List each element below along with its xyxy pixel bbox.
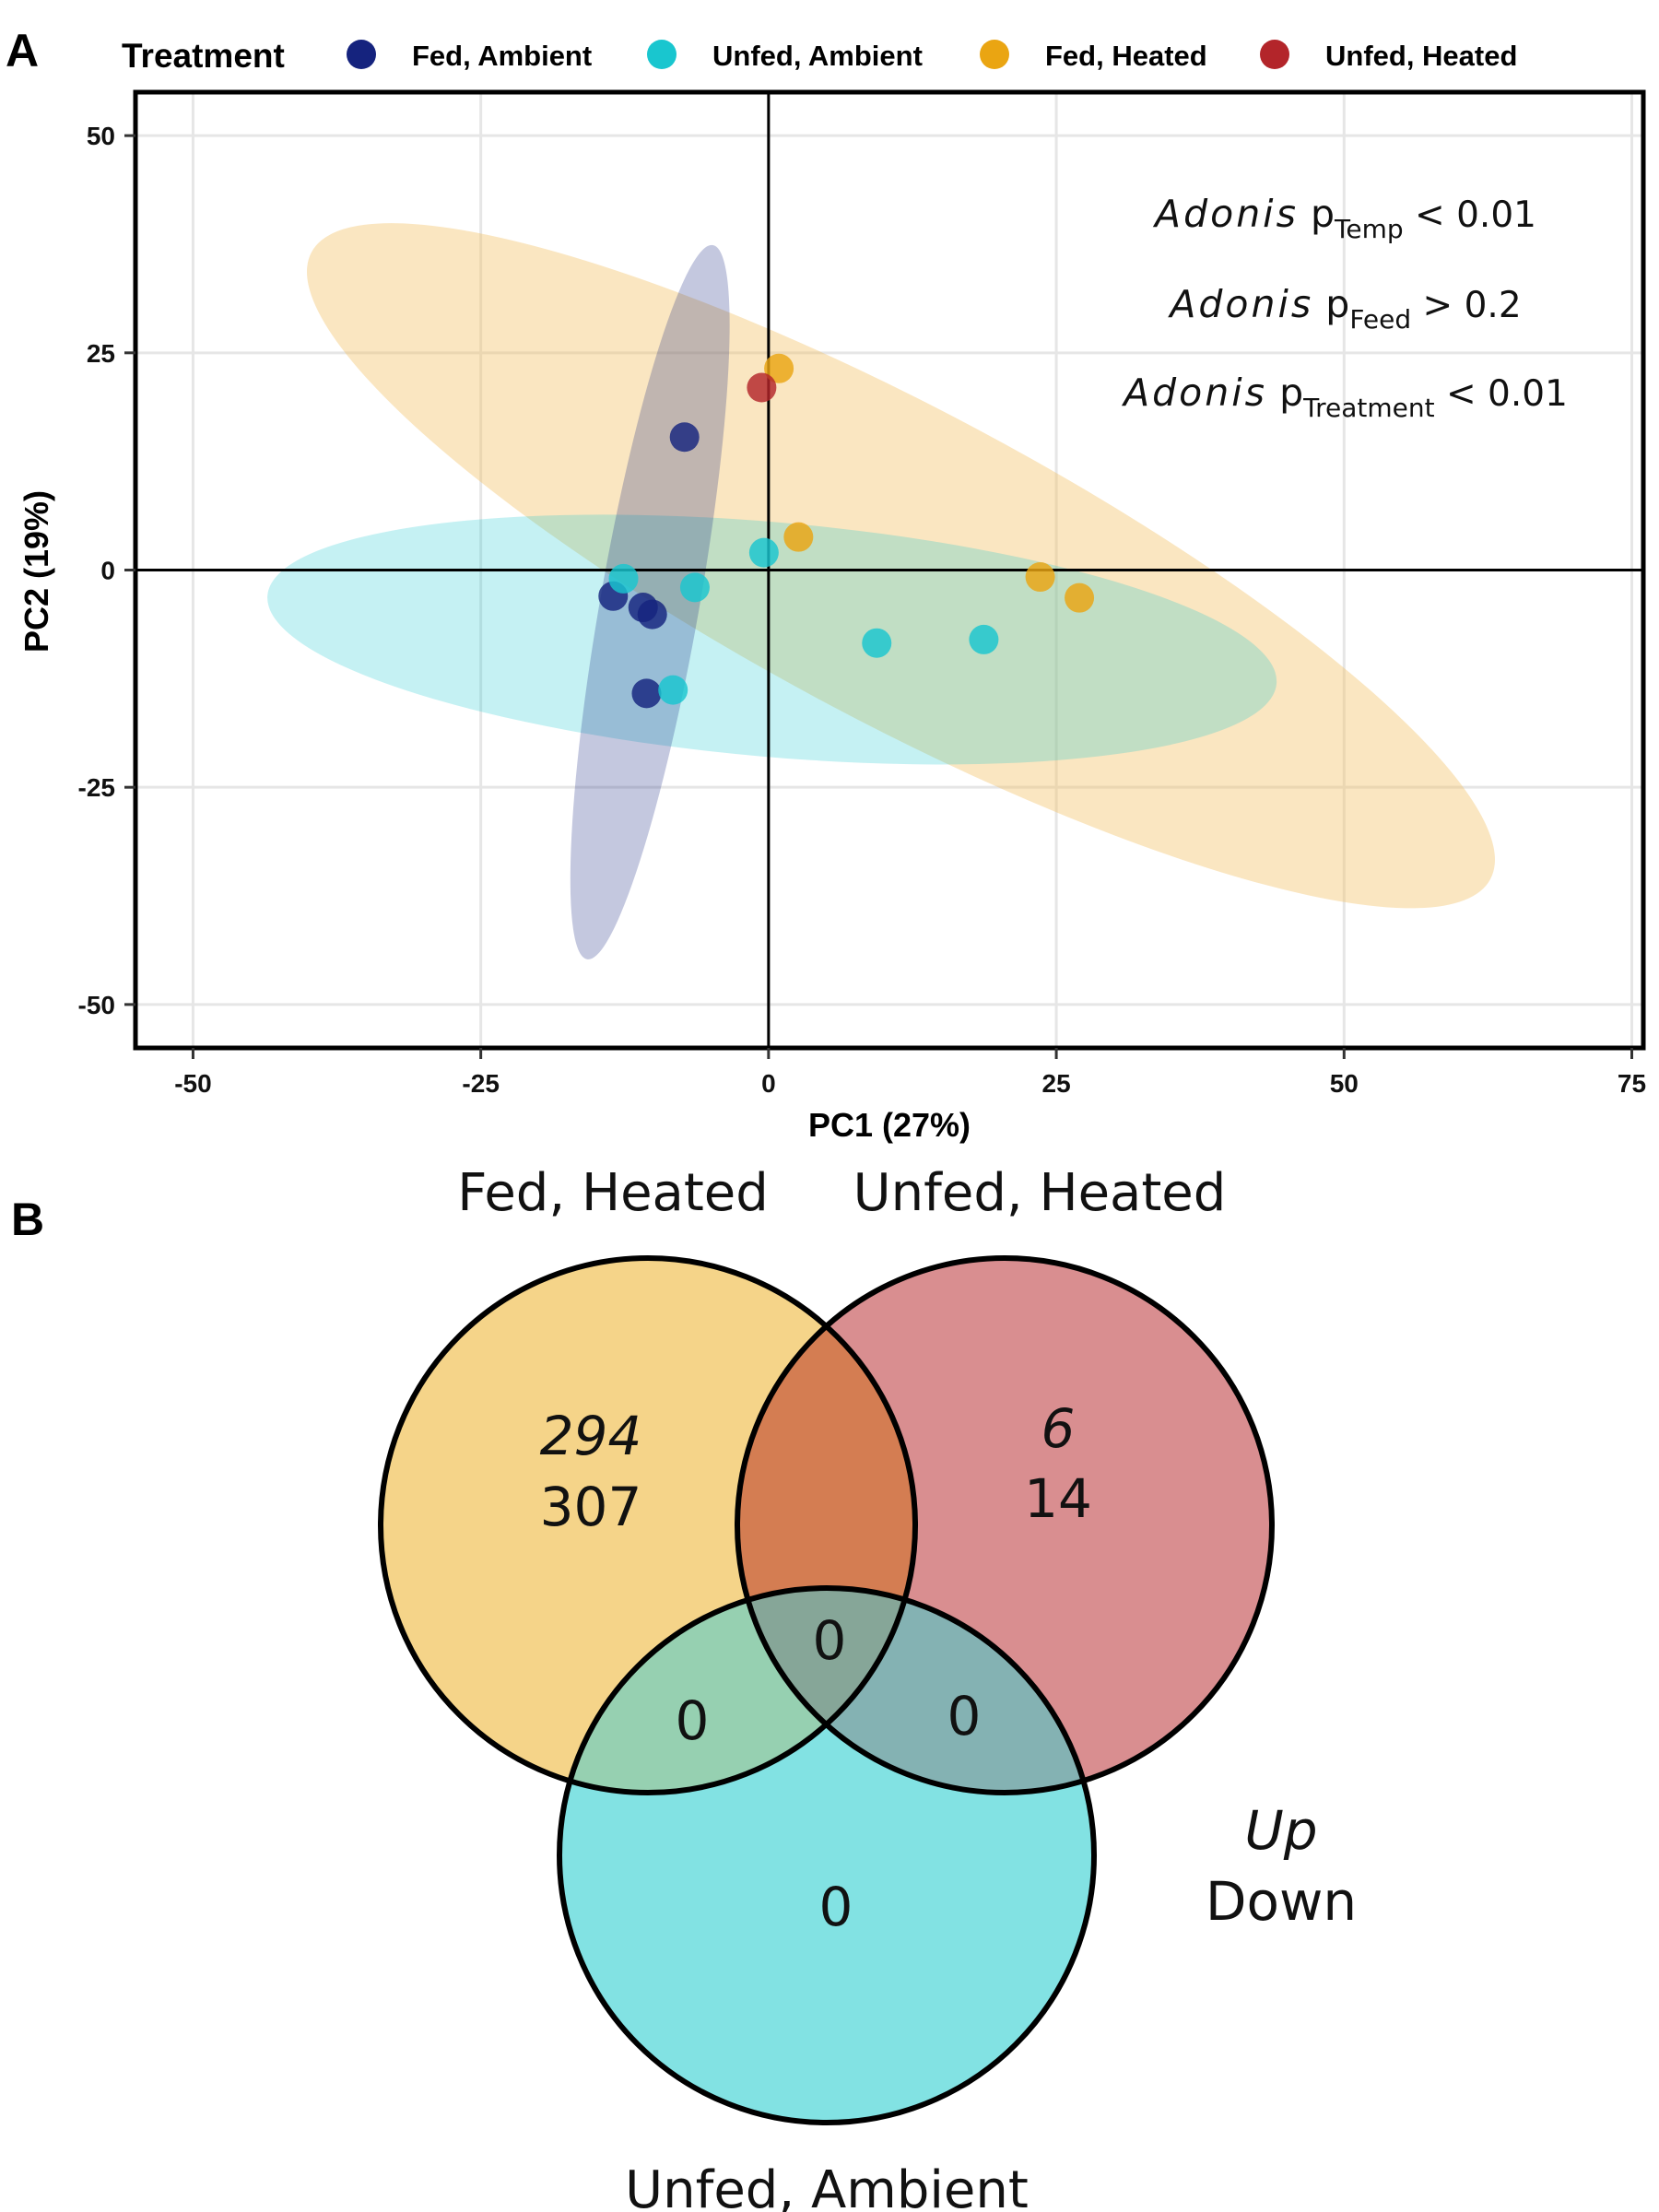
adonis-annotations: Adonis pTemp < 0.01 Adonis pFeed > 0.2 A… [1121, 192, 1568, 423]
venn-count-uh-ua: 0 [947, 1685, 982, 1747]
point-fed-heated [1025, 562, 1055, 593]
venn-outline-unfed-ambient [557, 1585, 1097, 2125]
legend-marker-unfed-heated [1260, 40, 1289, 69]
venn-overlap-uh-ua [737, 1588, 1094, 1793]
point-unfed-ambient [862, 628, 892, 658]
point-fed-heated [783, 522, 814, 552]
panel-label-b: B [11, 1194, 44, 1245]
point-unfed-heated [747, 372, 777, 403]
y-tick-label: 50 [87, 122, 115, 150]
y-tick-label: 0 [100, 557, 115, 585]
point-fed-ambient [631, 678, 662, 709]
venn-overlap-fh-ua [559, 1588, 915, 1793]
y-tick-label: -25 [78, 773, 115, 802]
x-tick-label: 75 [1618, 1069, 1646, 1098]
point-unfed-ambient [969, 624, 999, 654]
y-tick-label: -50 [78, 991, 115, 1019]
pca-plot: -50 -25 0 25 50 75 50 25 0 -25 -50 [78, 89, 1646, 1098]
point-unfed-ambient [658, 675, 688, 705]
legend-marker-unfed-ambient [647, 40, 677, 69]
legend: Treatment Fed, Ambient Unfed, Ambient Fe… [122, 37, 1517, 75]
x-tick-label: 25 [1042, 1069, 1071, 1098]
x-axis-title: PC1 (27%) [808, 1106, 971, 1144]
venn-outline-unfed-heated [735, 1255, 1275, 1795]
ellipse-unfed-ambient [267, 514, 1277, 765]
x-tick-label: 0 [761, 1069, 776, 1098]
venn-set-label-unfed-ambient: Unfed, Ambient [625, 2160, 1029, 2212]
legend-title: Treatment [122, 37, 285, 75]
venn-count-center: 0 [813, 1609, 847, 1672]
ellipse-fed-heated [306, 223, 1495, 909]
legend-label-unfed-ambient: Unfed, Ambient [712, 40, 923, 72]
y-axis-title: PC2 (19%) [18, 490, 55, 653]
point-unfed-ambient [748, 537, 779, 568]
venn-count-fh-ua: 0 [676, 1689, 710, 1752]
legend-label-fed-heated: Fed, Heated [1045, 40, 1207, 72]
annotation-temp: Adonis pTemp < 0.01 [1152, 192, 1536, 244]
venn-outline-fed-heated [378, 1255, 918, 1795]
panel-label-a: A [6, 25, 39, 76]
venn-diagram: Fed, Heated Unfed, Heated Unfed, Ambient… [378, 1163, 1357, 2212]
venn-count-fh-down: 307 [540, 1476, 642, 1538]
point-fed-ambient [637, 599, 667, 629]
x-tick-label: -25 [462, 1069, 499, 1098]
legend-label-unfed-heated: Unfed, Heated [1325, 40, 1517, 72]
venn-count-uh-down: 14 [1024, 1467, 1092, 1530]
annotation-treatment: Adonis pTreatment < 0.01 [1121, 371, 1568, 423]
point-fed-ambient [669, 422, 700, 453]
x-tick-label: 50 [1330, 1069, 1359, 1098]
x-tick-label: -50 [174, 1069, 211, 1098]
legend-marker-fed-ambient [347, 40, 376, 69]
point-fed-heated [1065, 582, 1095, 613]
venn-key-up: Up [1244, 1799, 1317, 1862]
annotation-feed: Adonis pFeed > 0.2 [1167, 282, 1521, 335]
venn-count-fh-up: 294 [540, 1405, 642, 1467]
venn-set-label-fed-heated: Fed, Heated [457, 1163, 769, 1223]
venn-key-down: Down [1206, 1870, 1357, 1933]
venn-set-label-unfed-heated: Unfed, Heated [853, 1163, 1227, 1223]
point-unfed-ambient [608, 563, 639, 594]
venn-count-uh-up: 6 [1041, 1397, 1076, 1460]
legend-label-fed-ambient: Fed, Ambient [412, 40, 592, 72]
point-unfed-ambient [679, 572, 710, 603]
venn-count-ua: 0 [819, 1876, 853, 1938]
point-fed-heated [764, 353, 794, 383]
y-tick-label: 25 [87, 339, 115, 368]
legend-marker-fed-heated [980, 40, 1009, 69]
